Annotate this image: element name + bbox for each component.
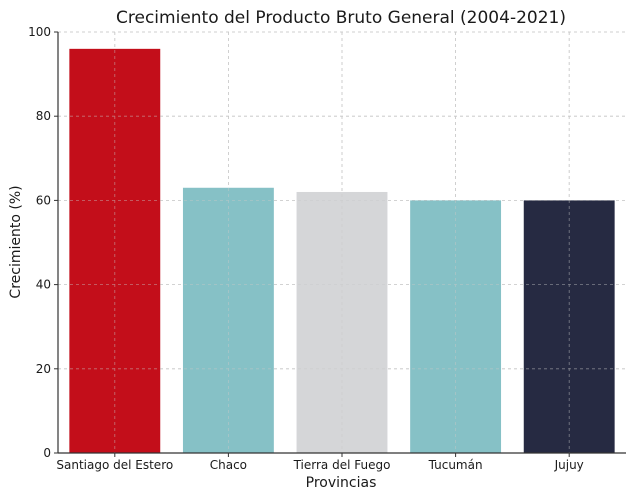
x-ticks: Santiago del Estero Chaco Tierra del Fuego… [56, 453, 584, 472]
y-tick-label: 60 [36, 193, 51, 207]
x-tick-label: Tierra del Fuego [293, 458, 391, 472]
y-tick-label: 40 [36, 278, 51, 292]
y-tick-label: 80 [36, 109, 51, 123]
y-tick-label: 0 [43, 446, 51, 460]
chart-title: Crecimiento del Producto Bruto General (… [116, 8, 566, 28]
x-tick-label: Santiago del Estero [56, 458, 173, 472]
y-tick-label: 20 [36, 362, 51, 376]
x-tick-label: Chaco [210, 458, 247, 472]
x-tick-label: Jujuy [554, 458, 584, 472]
y-ticks: 0 20 40 60 80 100 [28, 25, 58, 460]
y-axis-label: Crecimiento (%) [8, 185, 24, 298]
y-tick-label: 100 [28, 25, 51, 39]
x-tick-label: Tucumán [428, 458, 483, 472]
x-axis-label: Provincias [306, 475, 377, 491]
